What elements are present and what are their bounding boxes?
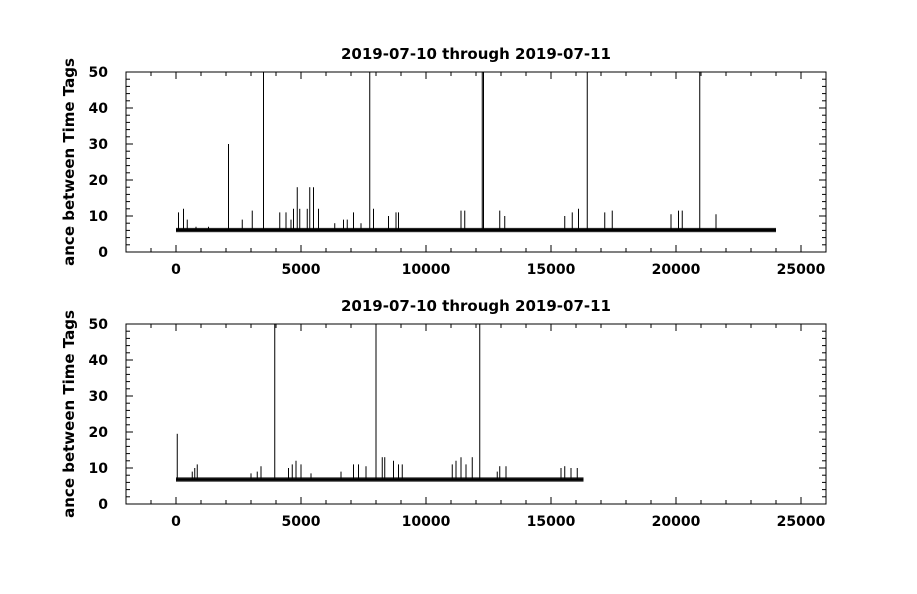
x-tick-label: 20000 [652, 514, 701, 530]
plot-frame [125, 71, 827, 253]
y-tick-label: 10 [89, 461, 109, 477]
chart-title: 2019-07-10 through 2019-07-11 [341, 45, 611, 63]
chart-title: 2019-07-10 through 2019-07-11 [341, 297, 611, 315]
chart-panel-top: 2019-07-10 through 2019-07-11 ance betwee… [60, 45, 827, 278]
x-tick-label: 0 [171, 262, 181, 278]
y-tick-label: 40 [89, 353, 109, 369]
series-noise-band [176, 227, 776, 233]
y-tick-label: 20 [89, 425, 109, 441]
y-tick-label: 30 [89, 137, 109, 153]
y-axis-label: ance between Time Tags [60, 310, 78, 518]
y-tick-label: 0 [98, 497, 108, 513]
x-tick-label: 15000 [527, 514, 576, 530]
y-axis-label: ance between Time Tags [60, 58, 78, 266]
x-tick-label: 25000 [777, 262, 826, 278]
y-tick-label: 20 [89, 173, 109, 189]
series-noise-band [176, 477, 584, 482]
x-tick-label: 15000 [527, 262, 576, 278]
x-tick-label: 0 [171, 514, 181, 530]
x-tick-label: 5000 [282, 514, 321, 530]
data-series [176, 72, 776, 233]
x-tick-label: 20000 [652, 262, 701, 278]
y-tick-label: 50 [89, 65, 109, 81]
x-tick-label: 5000 [282, 262, 321, 278]
y-tick-label: 30 [89, 389, 109, 405]
y-tick-label: 10 [89, 209, 109, 225]
data-series [176, 324, 584, 482]
y-tick-label: 40 [89, 101, 109, 117]
x-tick-label: 25000 [777, 514, 826, 530]
y-tick-label: 0 [98, 245, 108, 261]
x-tick-label: 10000 [402, 262, 451, 278]
chart-panel-bottom: 2019-07-10 through 2019-07-11 ance betwee… [60, 297, 827, 530]
plot-frame [125, 323, 827, 505]
x-tick-label: 10000 [402, 514, 451, 530]
y-tick-label: 50 [89, 317, 109, 333]
